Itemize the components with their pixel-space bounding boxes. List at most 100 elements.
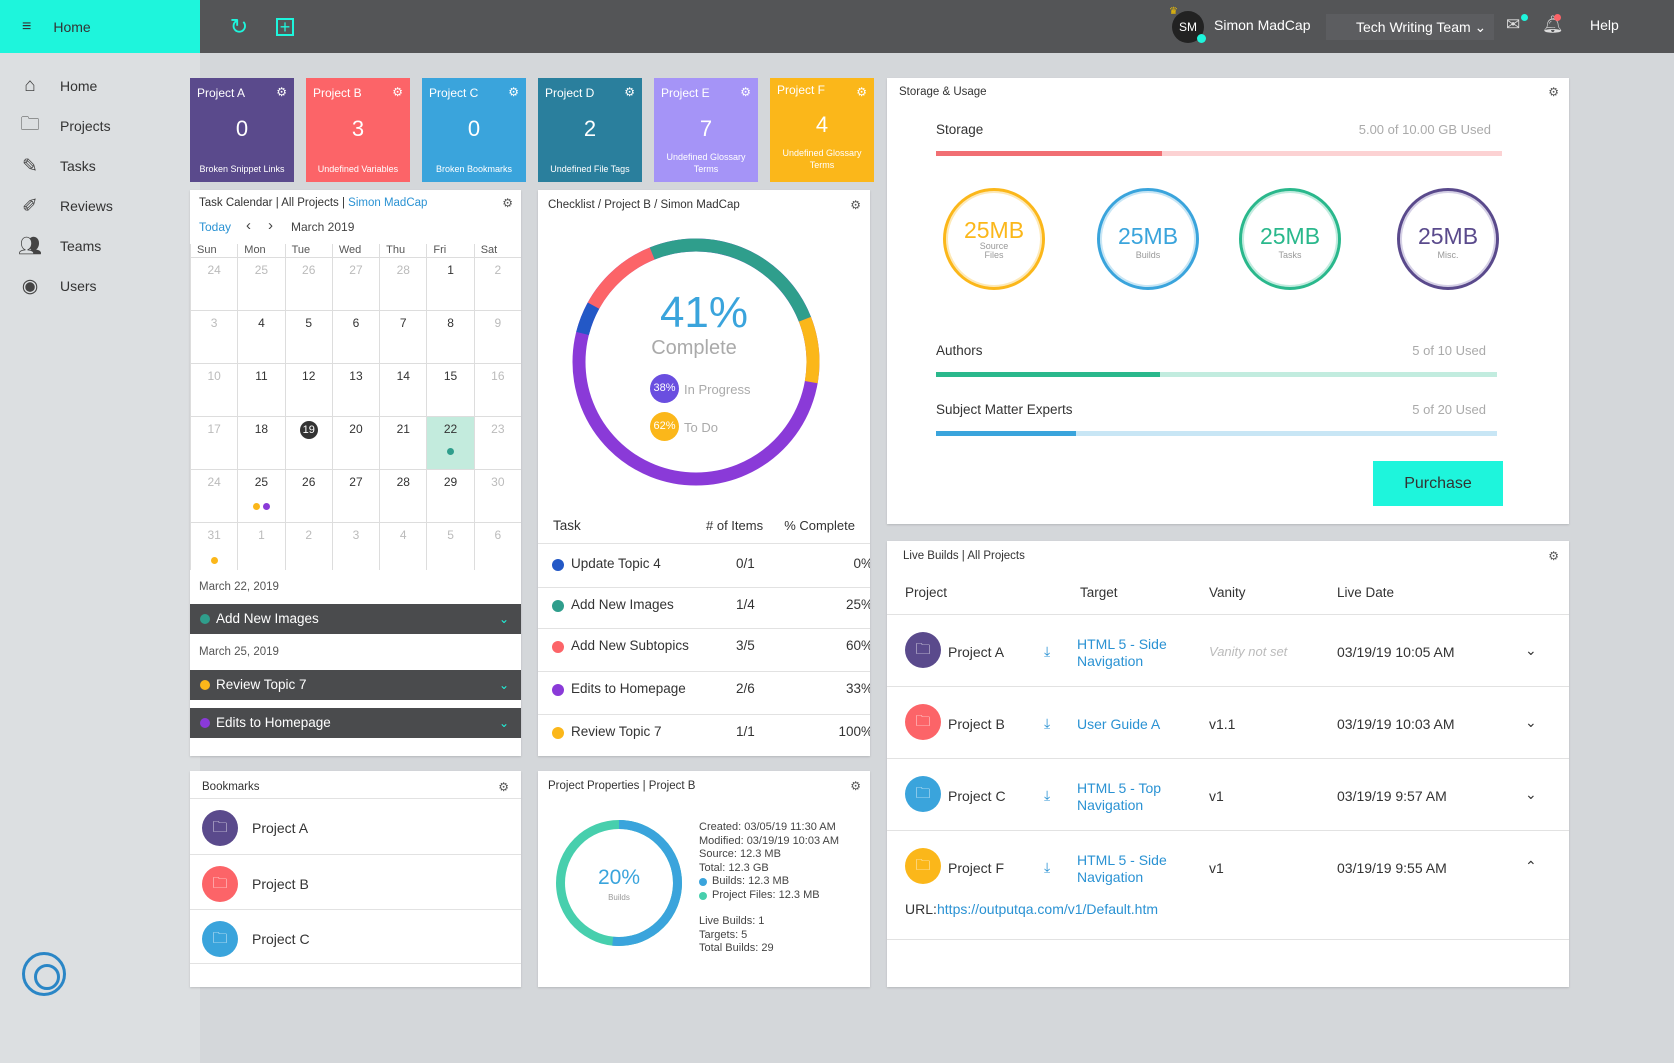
calendar-day[interactable]: 27 xyxy=(331,258,379,310)
calendar-day[interactable]: 16 xyxy=(473,364,521,416)
calendar-day[interactable]: 20 xyxy=(331,417,379,469)
calendar-day[interactable]: 14 xyxy=(379,364,426,416)
calendar-day[interactable]: 15 xyxy=(426,364,473,416)
calendar-day[interactable]: 30 xyxy=(473,470,521,522)
menu-toggle[interactable]: ≡ Home xyxy=(0,0,200,53)
build-target[interactable]: HTML 5 - Side Navigation xyxy=(1077,636,1167,669)
task-item-review-topic-7[interactable]: Review Topic 7 ⌄ xyxy=(190,670,521,700)
sidebar-item-tasks[interactable]: ✎ Tasks xyxy=(18,154,96,178)
checklist-row[interactable]: Add New Subtopics 3/5 60% xyxy=(538,625,870,669)
tile-project-f[interactable]: Project F ⚙ 4 Undefined Glossary Terms xyxy=(770,78,874,182)
task-item-edits-to-homepage[interactable]: Edits to Homepage ⌄ xyxy=(190,708,521,738)
gear-icon[interactable]: ⚙ xyxy=(276,85,287,99)
build-target[interactable]: HTML 5 - Top Navigation xyxy=(1077,780,1162,813)
calendar-day[interactable]: 26 xyxy=(284,258,332,310)
bookmark-item[interactable]: 🗀 Project B xyxy=(190,854,521,912)
download-icon[interactable]: ⤓ xyxy=(1044,643,1051,659)
calendar-day[interactable]: 25 xyxy=(237,258,284,310)
calendar-day[interactable]: 21 xyxy=(379,417,426,469)
download-icon[interactable]: ⤓ xyxy=(1044,859,1051,875)
avatar[interactable]: SM xyxy=(1172,11,1206,43)
calendar-day[interactable]: 28 xyxy=(379,470,426,522)
task-item-add-new-images[interactable]: Add New Images ⌄ xyxy=(190,604,521,634)
checklist-row[interactable]: Review Topic 7 1/1 100% xyxy=(538,711,870,755)
tile-project-a[interactable]: Project A ⚙ 0 Broken Snippet Links xyxy=(190,78,294,182)
checklist-row[interactable]: Add New Images 1/4 25% xyxy=(538,584,870,628)
gear-icon[interactable]: ⚙ xyxy=(1548,549,1559,563)
calendar-day[interactable]: 22 xyxy=(426,417,474,469)
tile-project-c[interactable]: Project C ⚙ 0 Broken Bookmarks xyxy=(422,78,526,182)
calendar-title-user[interactable]: Simon MadCap xyxy=(348,197,428,209)
gear-icon[interactable]: ⚙ xyxy=(624,85,635,99)
gear-icon[interactable]: ⚙ xyxy=(508,85,519,99)
calendar-day[interactable]: 1 xyxy=(237,523,284,570)
refresh-icon[interactable]: ↻ xyxy=(229,14,249,39)
calendar-day[interactable]: 24 xyxy=(190,258,237,310)
chevron-down-icon[interactable]: ⌄ xyxy=(498,612,509,626)
prev-month-button[interactable]: ‹ xyxy=(246,217,251,234)
gear-icon[interactable]: ⚙ xyxy=(850,779,861,793)
checklist-row[interactable]: Update Topic 4 0/1 0% xyxy=(538,543,870,587)
calendar-day[interactable]: 5 xyxy=(426,523,473,570)
today-button[interactable]: Today xyxy=(199,220,232,234)
chevron-down-icon[interactable]: ⌄ xyxy=(498,716,509,730)
calendar-day[interactable]: 4 xyxy=(379,523,426,570)
gear-icon[interactable]: ⚙ xyxy=(498,780,509,794)
calendar-day[interactable]: 12 xyxy=(284,364,332,416)
chevron-down-icon[interactable]: ⌄ xyxy=(1525,642,1537,658)
calendar-day[interactable]: 6 xyxy=(331,311,379,363)
sidebar-item-reviews[interactable]: ✐ Reviews xyxy=(18,194,113,218)
chevron-down-icon[interactable]: ⌄ xyxy=(498,678,509,692)
calendar-day[interactable]: 2 xyxy=(284,523,332,570)
build-url-link[interactable]: https://outputqa.com/v1/Default.htm xyxy=(937,901,1159,917)
user-name[interactable]: Simon MadCap xyxy=(1214,17,1311,33)
calendar-day[interactable]: 4 xyxy=(237,311,284,363)
gear-icon[interactable]: ⚙ xyxy=(392,85,403,99)
gear-icon[interactable]: ⚙ xyxy=(856,85,867,99)
calendar-day[interactable]: 13 xyxy=(331,364,379,416)
mail-icon[interactable]: ✉ xyxy=(1506,15,1521,34)
sidebar-item-home[interactable]: ⌂ Home xyxy=(18,74,97,98)
calendar-day[interactable]: 29 xyxy=(426,470,473,522)
calendar-day[interactable]: 11 xyxy=(237,364,284,416)
calendar-day[interactable]: 3 xyxy=(190,311,237,363)
calendar-day[interactable]: 6 xyxy=(473,523,521,570)
sidebar-item-users[interactable]: ◉ Users xyxy=(18,274,97,298)
calendar-day[interactable]: 3 xyxy=(331,523,379,570)
tile-project-d[interactable]: Project D ⚙ 2 Undefined File Tags xyxy=(538,78,642,182)
calendar-day[interactable]: 28 xyxy=(379,258,426,310)
chevron-up-icon[interactable]: ⌃ xyxy=(1525,858,1537,874)
chevron-down-icon[interactable]: ⌄ xyxy=(1525,714,1537,730)
bookmark-item[interactable]: 🗀 Project A xyxy=(190,798,521,856)
tile-project-e[interactable]: Project E ⚙ 7 Undefined Glossary Terms xyxy=(654,78,758,182)
live-build-row[interactable]: 🗀 Project C ⤓ HTML 5 - Top Navigation v1 03/1… xyxy=(887,758,1569,833)
calendar-day[interactable]: 9 xyxy=(473,311,521,363)
calendar-day[interactable]: 26 xyxy=(284,470,332,522)
sidebar-item-projects[interactable]: 🗀 Projects xyxy=(18,114,110,138)
build-target[interactable]: HTML 5 - Side Navigation xyxy=(1077,852,1167,885)
chevron-down-icon[interactable]: ⌄ xyxy=(1525,786,1537,802)
calendar-day[interactable]: 31 xyxy=(190,523,237,570)
checklist-row[interactable]: Edits to Homepage 2/6 33% xyxy=(538,668,870,712)
calendar-day[interactable]: 27 xyxy=(331,470,379,522)
add-icon[interactable]: + xyxy=(276,18,294,36)
calendar-day[interactable]: 23 xyxy=(473,417,521,469)
help-link[interactable]: Help xyxy=(1590,17,1619,33)
team-select[interactable]: Tech Writing Team ⌄ xyxy=(1326,14,1494,40)
sidebar-item-teams[interactable]: 👥︎ Teams xyxy=(18,234,101,258)
calendar-day[interactable]: 8 xyxy=(426,311,473,363)
build-target[interactable]: User Guide A xyxy=(1077,716,1161,732)
purchase-button[interactable]: Purchase xyxy=(1373,461,1503,506)
calendar-day[interactable]: 18 xyxy=(237,417,284,469)
live-build-row-expanded[interactable]: 🗀 Project F ⤓ HTML 5 - Side Navigation v1 03/… xyxy=(887,830,1569,940)
next-month-button[interactable]: › xyxy=(268,217,273,234)
gear-icon[interactable]: ⚙ xyxy=(850,198,861,212)
calendar-day[interactable]: 7 xyxy=(379,311,426,363)
calendar-day[interactable]: 10 xyxy=(190,364,237,416)
calendar-day[interactable]: 5 xyxy=(284,311,332,363)
calendar-day[interactable]: 17 xyxy=(190,417,237,469)
live-build-row[interactable]: 🗀 Project A ⤓ HTML 5 - Side Navigation Vanit… xyxy=(887,614,1569,689)
download-icon[interactable]: ⤓ xyxy=(1044,787,1051,803)
gear-icon[interactable]: ⚙ xyxy=(502,196,513,210)
download-icon[interactable]: ⤓ xyxy=(1044,715,1051,731)
